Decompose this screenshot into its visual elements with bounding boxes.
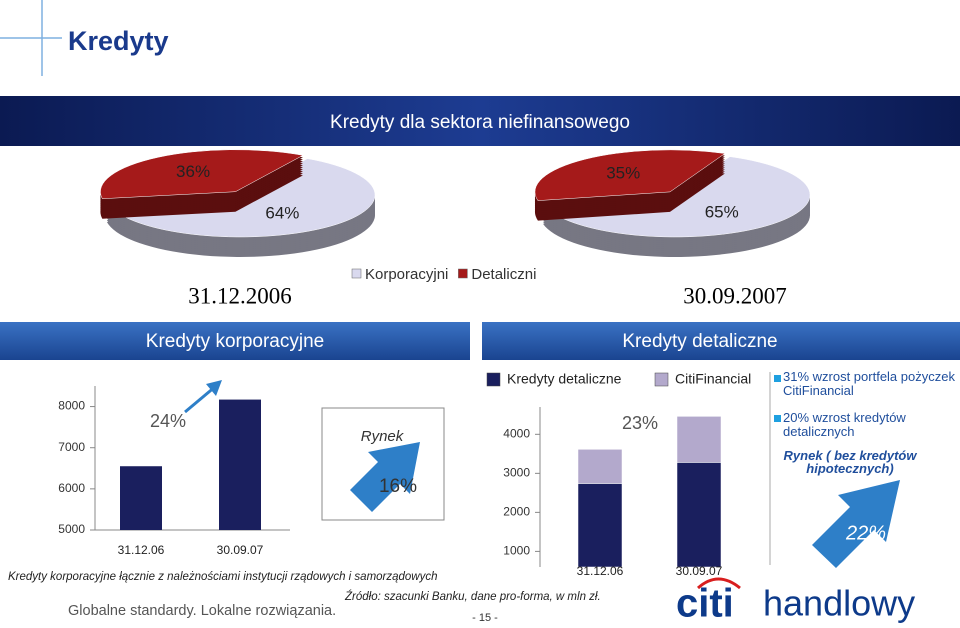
- pie-label: 36%: [176, 162, 210, 181]
- page-number: - 15 -: [472, 612, 498, 624]
- bar-segment: [577, 483, 623, 568]
- section-title: Kredyty detaliczne: [622, 331, 777, 352]
- legend-swatch: [351, 268, 362, 279]
- note-box: 20% wzrost kredytów detalicznych: [783, 411, 906, 439]
- y-tick-label: 4000: [503, 426, 530, 440]
- x-tick-label: 31.12.06: [118, 543, 165, 557]
- pie-slice: [100, 149, 304, 199]
- pie-slice: [534, 149, 726, 201]
- y-tick-label: 3000: [503, 466, 530, 480]
- annotation: 16%: [379, 476, 417, 497]
- arrow-head: [206, 380, 222, 396]
- note: 20% wzrost kredytów detalicznych: [783, 411, 906, 439]
- arrow: [350, 442, 420, 512]
- bar-segment: [577, 449, 623, 484]
- pie-label: 35%: [606, 163, 640, 182]
- page-title: Kredyty: [68, 26, 169, 56]
- legend-label: Kredyty detaliczne: [507, 371, 622, 387]
- legend-label: Korporacyjni: [365, 266, 448, 283]
- y-tick-label: 2000: [503, 505, 530, 519]
- y-tick-label: 1000: [503, 544, 530, 558]
- y-tick-label: 6000: [58, 481, 85, 495]
- section-banner: [482, 322, 960, 360]
- annotation: 24%: [150, 411, 186, 431]
- pie-title: 30.09.2007: [683, 283, 787, 308]
- source: Źródło: szacunki Banku, dane pro-forma, …: [344, 590, 601, 603]
- pie-label: 64%: [265, 203, 299, 222]
- legend-swatch: [654, 372, 669, 387]
- bar-segment: [676, 416, 722, 463]
- x-tick-label: 30.09.07: [217, 543, 264, 557]
- x-tick-label: 30.09.07: [676, 564, 723, 578]
- bar: [120, 466, 162, 530]
- banner-text: Kredyty dla sektora niefinansowego: [330, 112, 630, 133]
- pie-label: 65%: [705, 202, 739, 221]
- legend-label: Detaliczni: [471, 266, 536, 283]
- bullet: [774, 415, 781, 422]
- annotation: Rynek: [361, 428, 405, 445]
- banner: [0, 96, 960, 146]
- logo-arc: [696, 577, 741, 590]
- legend-swatch: [458, 268, 468, 279]
- legend-label: CitiFinancial: [675, 371, 751, 387]
- note: 31% wzrost portfela pożyczek CitiFinanci…: [783, 370, 955, 398]
- section-banner: [0, 322, 470, 360]
- annotation: 23%: [622, 413, 658, 433]
- x-tick-label: 31.12.06: [577, 564, 624, 578]
- logo-brand: citi: [676, 582, 734, 626]
- legend-swatch: [486, 372, 501, 387]
- note-box: Rynek ( bez kredytów hipotecznych): [783, 449, 917, 476]
- y-tick-label: 5000: [58, 522, 85, 536]
- pie-title: 31.12.2006: [188, 283, 292, 308]
- arrow: [184, 384, 217, 414]
- note-box: 31% wzrost portfela pożyczek CitiFinanci…: [783, 370, 955, 398]
- bar: [219, 399, 261, 530]
- market-box: [321, 407, 445, 521]
- y-tick-label: 8000: [58, 399, 85, 413]
- bar-segment: [676, 462, 722, 568]
- annotation: 22%: [845, 522, 886, 544]
- y-tick-label: 7000: [58, 440, 85, 454]
- note: Rynek ( bez kredytów hipotecznych): [783, 449, 917, 476]
- section-title: Kredyty korporacyjne: [146, 331, 324, 352]
- bullet: [774, 375, 781, 382]
- logo-name: handlowy: [763, 583, 915, 624]
- arrow: [812, 480, 900, 568]
- footnote: Kredyty korporacyjne łącznie z należnośc…: [8, 571, 438, 583]
- slogan: Globalne standardy. Lokalne rozwiązania.: [68, 603, 336, 619]
